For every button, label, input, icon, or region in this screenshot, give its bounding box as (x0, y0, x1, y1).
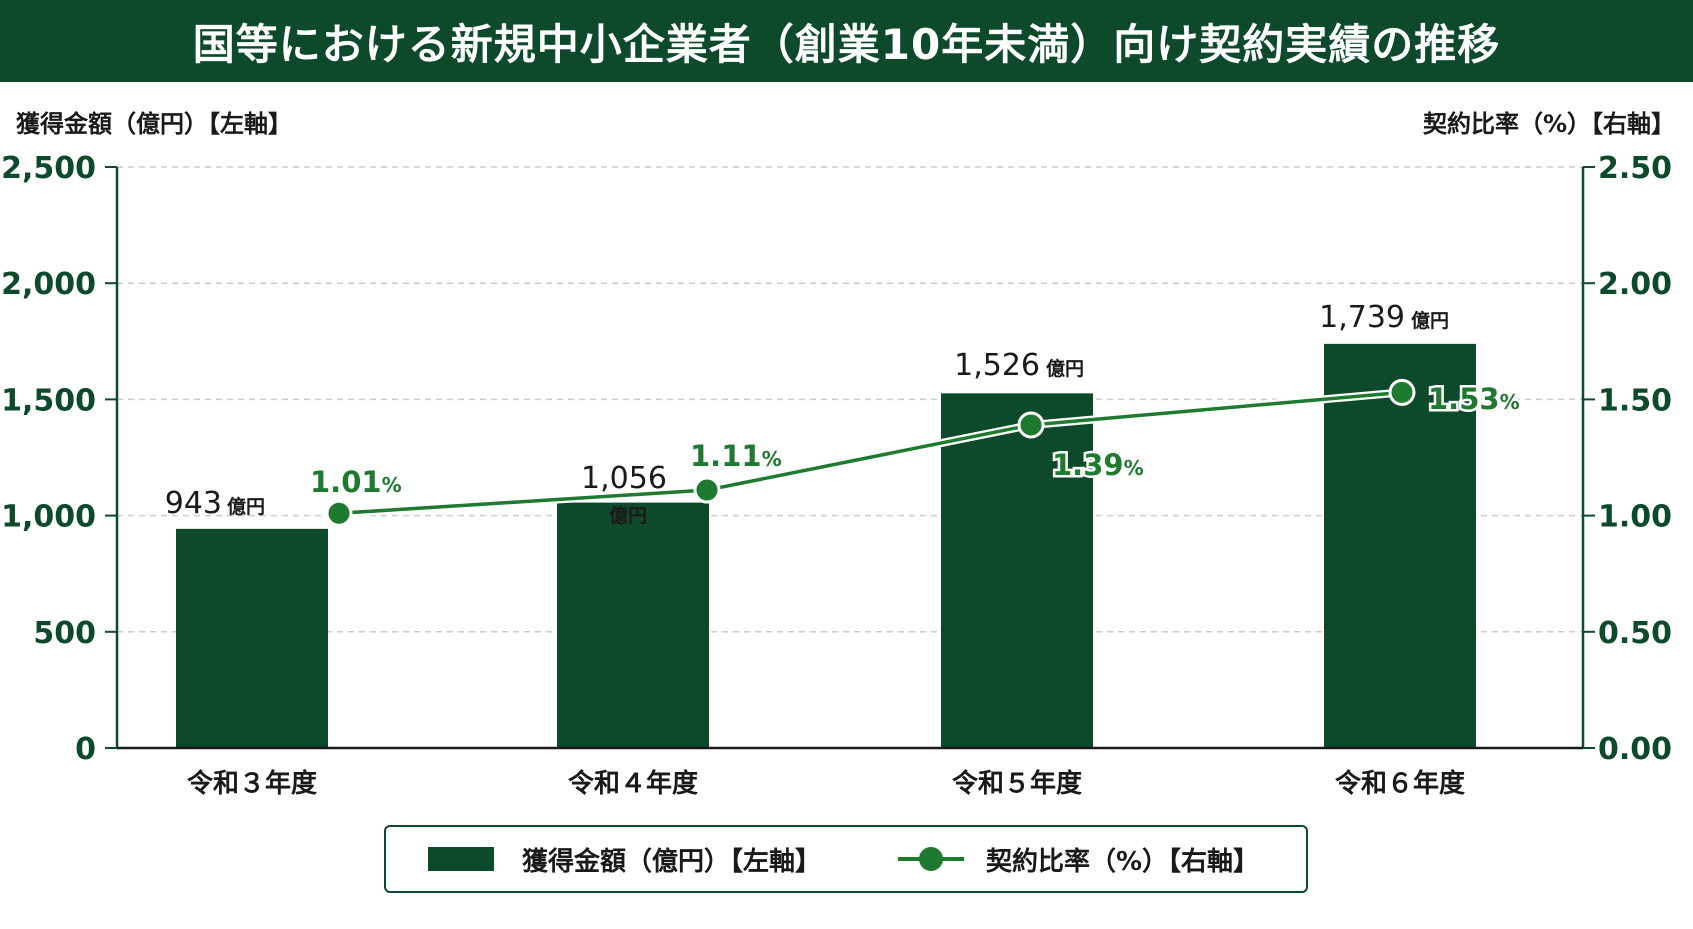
bar (557, 502, 709, 748)
legend-bar-label: 獲得金額（億円）【左軸】 (522, 846, 822, 877)
bar-unit-label: 億円 (227, 495, 265, 518)
right-tick-label: 2.00 (1598, 267, 1672, 302)
x-tick-label: 令和５年度 (952, 768, 1082, 799)
line-point (1017, 411, 1045, 439)
bar-unit-label: 億円 (1411, 309, 1449, 332)
legend-line-label: 契約比率（%）【右軸】 (986, 846, 1260, 877)
right-tick-label: 1.00 (1598, 500, 1672, 535)
line-halo (338, 388, 1403, 518)
line-value-label: 1.39% (1052, 448, 1144, 482)
left-tick-label: 500 (33, 616, 96, 651)
right-tick-label: 2.50 (1598, 151, 1672, 186)
line-point (325, 499, 353, 527)
right-axis-title: 契約比率（%）【右軸】 (1422, 110, 1675, 138)
bar (941, 393, 1093, 748)
line-series (338, 390, 1403, 516)
bar-value-label: 1,526 (954, 348, 1040, 383)
legend-item-line: 契約比率（%）【右軸】 (898, 827, 1259, 891)
line-value-label: 1.01% (310, 465, 402, 499)
line-value-label: 1.53% (1428, 382, 1520, 416)
title-bar: 国等における新規中小企業者（創業10年未満）向け契約実績の推移 (0, 0, 1693, 82)
left-tick-label: 1,500 (1, 383, 96, 418)
legend-item-bar: 獲得金額（億円）【左軸】 (428, 827, 821, 891)
bar-unit-label: 億円 (1046, 357, 1084, 380)
line-value-label: 1.11% (690, 439, 782, 473)
chart-title: 国等における新規中小企業者（創業10年未満）向け契約実績の推移 (192, 19, 1501, 69)
bar (1324, 343, 1476, 748)
left-tick-label: 0 (75, 732, 96, 767)
bar-unit-label: 億円 (609, 504, 647, 527)
left-tick-label: 2,500 (1, 151, 96, 186)
bar-value-label: 943 (165, 486, 222, 521)
line-point (1388, 378, 1416, 406)
left-axis-title: 獲得金額（億円）【左軸】 (16, 110, 292, 138)
left-tick-label: 2,000 (1, 267, 96, 302)
right-tick-label: 0.00 (1598, 732, 1672, 767)
line-point (693, 476, 721, 504)
x-tick-label: 令和６年度 (1335, 768, 1465, 799)
x-tick-label: 令和３年度 (187, 768, 317, 799)
right-tick-label: 1.50 (1598, 383, 1672, 418)
left-tick-label: 1,000 (1, 500, 96, 535)
legend: 獲得金額（億円）【左軸】 契約比率（%）【右軸】 (384, 825, 1308, 893)
x-tick-label: 令和４年度 (568, 768, 698, 799)
bar (176, 528, 328, 748)
bar-value-label: 1,739 (1319, 300, 1405, 335)
legend-bar-swatch (428, 847, 494, 871)
legend-line-swatch (898, 847, 964, 871)
right-tick-label: 0.50 (1598, 616, 1672, 651)
